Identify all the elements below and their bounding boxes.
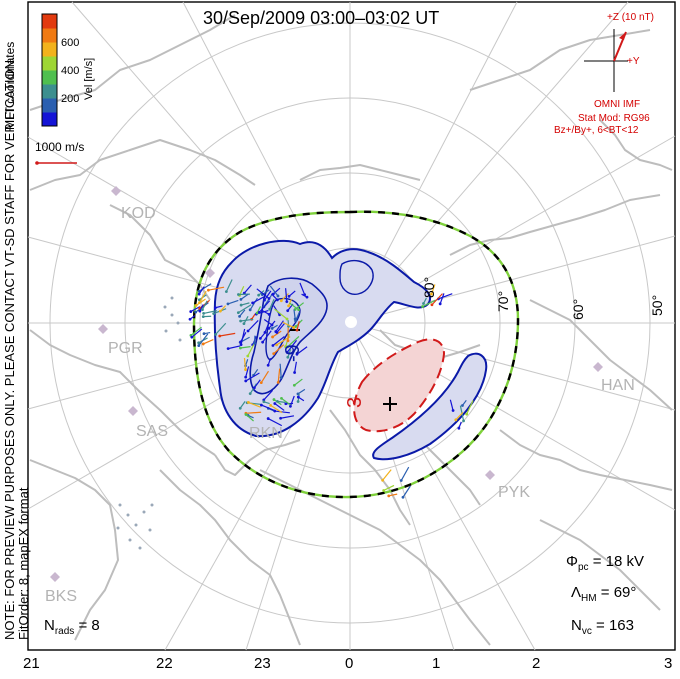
vector-count: Nvc = 163 [571, 617, 634, 637]
station-label-rkn: RKN [249, 425, 283, 443]
hm-boundary-latitude: ΛHM = 69° [571, 584, 636, 604]
potential-contour-positive-label: 3 [344, 397, 367, 408]
cross-polar-potential: Φpc = 18 kV [566, 553, 644, 573]
mlt-tick-3: 3 [664, 655, 672, 672]
colorbar-tick-600: 600 [61, 37, 79, 49]
velocity-vector [383, 470, 392, 481]
colorbar-block [42, 98, 57, 113]
preview-notice: NOTE: FOR PREVIEW PURPOSES ONLY. PLEASE … [2, 56, 17, 640]
fit-info: FitOrder: 8, mapEX format [16, 488, 31, 640]
imf-z-label: +Z (10 nT) [607, 12, 654, 23]
station-marker [98, 324, 108, 334]
station-label-pgr: PGR [108, 340, 143, 358]
magnetic-pole-marker [344, 315, 358, 329]
latitude-label-50: 50° [649, 295, 665, 316]
station-label-kod: KOD [121, 205, 156, 223]
station-label-sas: SAS [136, 423, 168, 441]
station-marker [128, 406, 138, 416]
colorbar-block [42, 112, 57, 127]
velocity-vector [203, 340, 213, 344]
station-marker [485, 470, 495, 480]
imf-source: OMNI IMF [594, 99, 640, 110]
latitude-label-80: 80° [421, 277, 437, 298]
radar-count: Nrads = 8 [44, 617, 100, 637]
station-label-han: HAN [601, 377, 635, 395]
mlt-tick-0: 0 [345, 655, 353, 672]
mlt-tick-21: 21 [23, 655, 40, 672]
mlt-tick-22: 22 [156, 655, 173, 672]
colorbar-label: Vel [m/s] [83, 58, 95, 100]
velocity-vector [401, 467, 408, 480]
potential-contour-negative-label: -9 [282, 344, 305, 362]
colorbar-block [42, 42, 57, 57]
station-marker [50, 572, 60, 582]
mlt-tick-1: 1 [432, 655, 440, 672]
colorbar-block [42, 70, 57, 85]
colorbar-block [42, 14, 57, 29]
colorbar-block [42, 28, 57, 43]
velocity-vector [389, 494, 397, 496]
reference-vector-label: 1000 m/s [35, 140, 84, 154]
station-marker [111, 186, 121, 196]
colorbar-tick-200: 200 [61, 93, 79, 105]
imf-model: Stat Mod: RG96 [578, 113, 650, 124]
station-label-pyk: PYK [498, 484, 530, 502]
mlt-tick-2: 2 [532, 655, 540, 672]
colorbar-block [42, 84, 57, 99]
map-title: 30/Sep/2009 03:00–03:02 UT [203, 8, 439, 29]
colorbar-tick-400: 400 [61, 65, 79, 77]
imf-clock [584, 29, 628, 92]
imf-y-label: +Y [627, 56, 640, 67]
latitude-label-70: 70° [495, 291, 511, 312]
colorbar-block [42, 56, 57, 71]
imf-condition: Bz+/By+, 6<BT<12 [554, 125, 639, 136]
station-label-bks: BKS [45, 588, 77, 606]
velocity-colorbar [42, 14, 57, 127]
mlt-tick-23: 23 [254, 655, 271, 672]
latitude-label-60: 60° [570, 299, 586, 320]
station-marker [593, 362, 603, 372]
